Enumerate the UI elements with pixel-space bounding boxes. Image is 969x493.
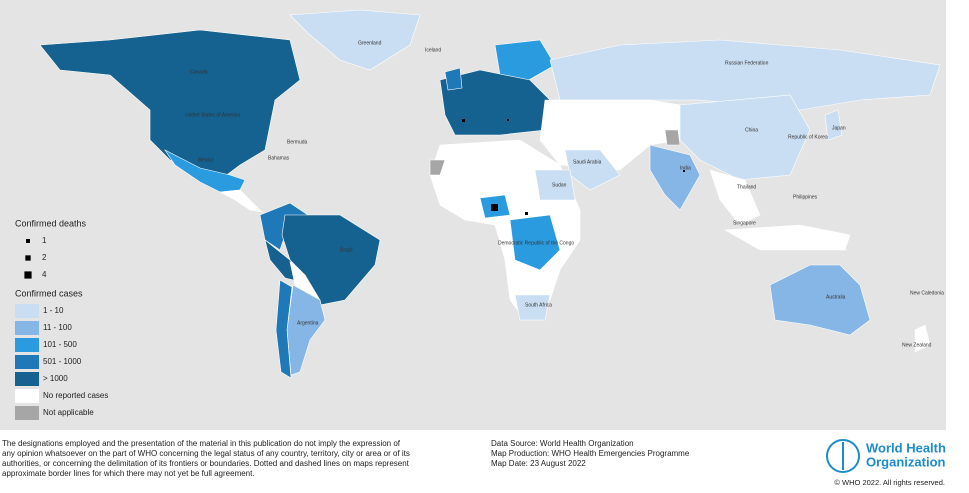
legend-label: 501 - 1000 <box>43 357 82 366</box>
copyright: © WHO 2022. All rights reserved. <box>834 478 945 487</box>
legend: Confirmed deaths Confirmed cases 1 2 4 1 - … <box>15 218 108 420</box>
map-label: Democratic Republic of the Congo <box>498 240 574 246</box>
map-label: Sudan <box>552 182 567 188</box>
death-marker <box>462 119 465 122</box>
legend-swatch <box>15 338 39 352</box>
map-label: Thailand <box>737 184 756 190</box>
map-label: Greenland <box>358 40 382 46</box>
map-label: India <box>680 165 691 171</box>
south-africa <box>514 294 551 321</box>
legend-swatch <box>15 406 39 420</box>
map-label: Canada <box>190 69 208 75</box>
brazil <box>281 214 381 306</box>
china <box>679 94 811 181</box>
southeast-asia <box>709 169 761 226</box>
countries <box>39 9 941 379</box>
map-label: South Africa <box>525 302 552 308</box>
australia <box>769 264 871 336</box>
death-symbol <box>26 239 30 243</box>
drc <box>509 214 561 271</box>
legend-swatch <box>15 372 39 386</box>
source: Map Date: 23 August 2022 <box>491 459 586 468</box>
legend-label: 1 <box>42 236 47 245</box>
map-label: New Zealand <box>902 342 932 348</box>
legend-label: 1 - 10 <box>43 306 64 315</box>
source: Data Source: World Health Organization <box>491 439 634 448</box>
map-label: Singapore <box>733 220 756 226</box>
western-sahara <box>429 159 446 176</box>
sudan <box>534 169 576 201</box>
disclaimer: authorities, or concerning the delimitat… <box>2 459 410 468</box>
scandinavia <box>494 39 556 86</box>
legend-label: No reported cases <box>43 391 108 400</box>
legend-label: Not applicable <box>43 408 94 417</box>
indonesia <box>723 224 851 251</box>
death-marker <box>491 204 498 211</box>
map-label: Russian Federation <box>725 60 769 66</box>
disclaimer: approximate border lines for which there… <box>2 469 255 478</box>
map-label: Mexico <box>198 157 214 163</box>
legend-swatch <box>15 304 39 318</box>
death-marker <box>683 170 685 172</box>
legend-title: Confirmed cases <box>15 288 83 298</box>
map-label: Bermuda <box>287 139 308 145</box>
legend-label: 4 <box>42 270 47 279</box>
map-label: Saudi Arabia <box>573 159 602 165</box>
kashmir <box>664 129 681 146</box>
india <box>649 144 701 211</box>
legend-label: 101 - 500 <box>43 340 77 349</box>
death-marker <box>525 212 528 215</box>
death-marker <box>507 119 509 121</box>
japan <box>824 109 843 141</box>
map-label: Japan <box>832 125 846 131</box>
map-label: Australia <box>826 294 846 300</box>
death-symbol <box>24 271 32 279</box>
map-labels: Greenland Iceland Russian Federation Can… <box>185 40 944 348</box>
map-label: Argentina <box>297 320 319 326</box>
legend-title: Confirmed deaths <box>15 218 87 228</box>
map-label: China <box>745 127 758 133</box>
united-kingdom <box>444 67 463 91</box>
legend-swatch <box>15 355 39 369</box>
map-label: Philippines <box>793 194 818 200</box>
map-label: Bahamas <box>268 155 290 161</box>
legend-swatch <box>15 389 39 403</box>
legend-label: > 1000 <box>43 374 68 383</box>
north-america <box>39 29 301 181</box>
map-label: New Caledonia <box>910 290 944 296</box>
chile <box>275 279 293 379</box>
central-america <box>218 189 263 213</box>
legend-label: 2 <box>42 253 47 262</box>
legend-swatch <box>15 321 39 335</box>
logo-text: Organization <box>866 454 946 469</box>
greenland <box>289 9 421 71</box>
logo-text: World Health <box>866 440 946 455</box>
death-symbol <box>25 255 31 261</box>
legend-label: 11 - 100 <box>43 323 72 332</box>
disclaimer: any opinion whatsoever on the part of WH… <box>2 449 410 458</box>
map-label: United States of America <box>185 112 240 118</box>
new-zealand <box>914 324 931 353</box>
map-label: Republic of Korea <box>788 134 828 140</box>
source: Map Production: WHO Health Emergencies P… <box>491 449 690 458</box>
disclaimer: The designations employed and the presen… <box>2 439 401 448</box>
map-label: Iceland <box>425 47 441 53</box>
who-emblem <box>826 439 860 473</box>
footer: The designations employed and the presen… <box>2 439 946 487</box>
map-label: Brazil <box>340 247 353 253</box>
